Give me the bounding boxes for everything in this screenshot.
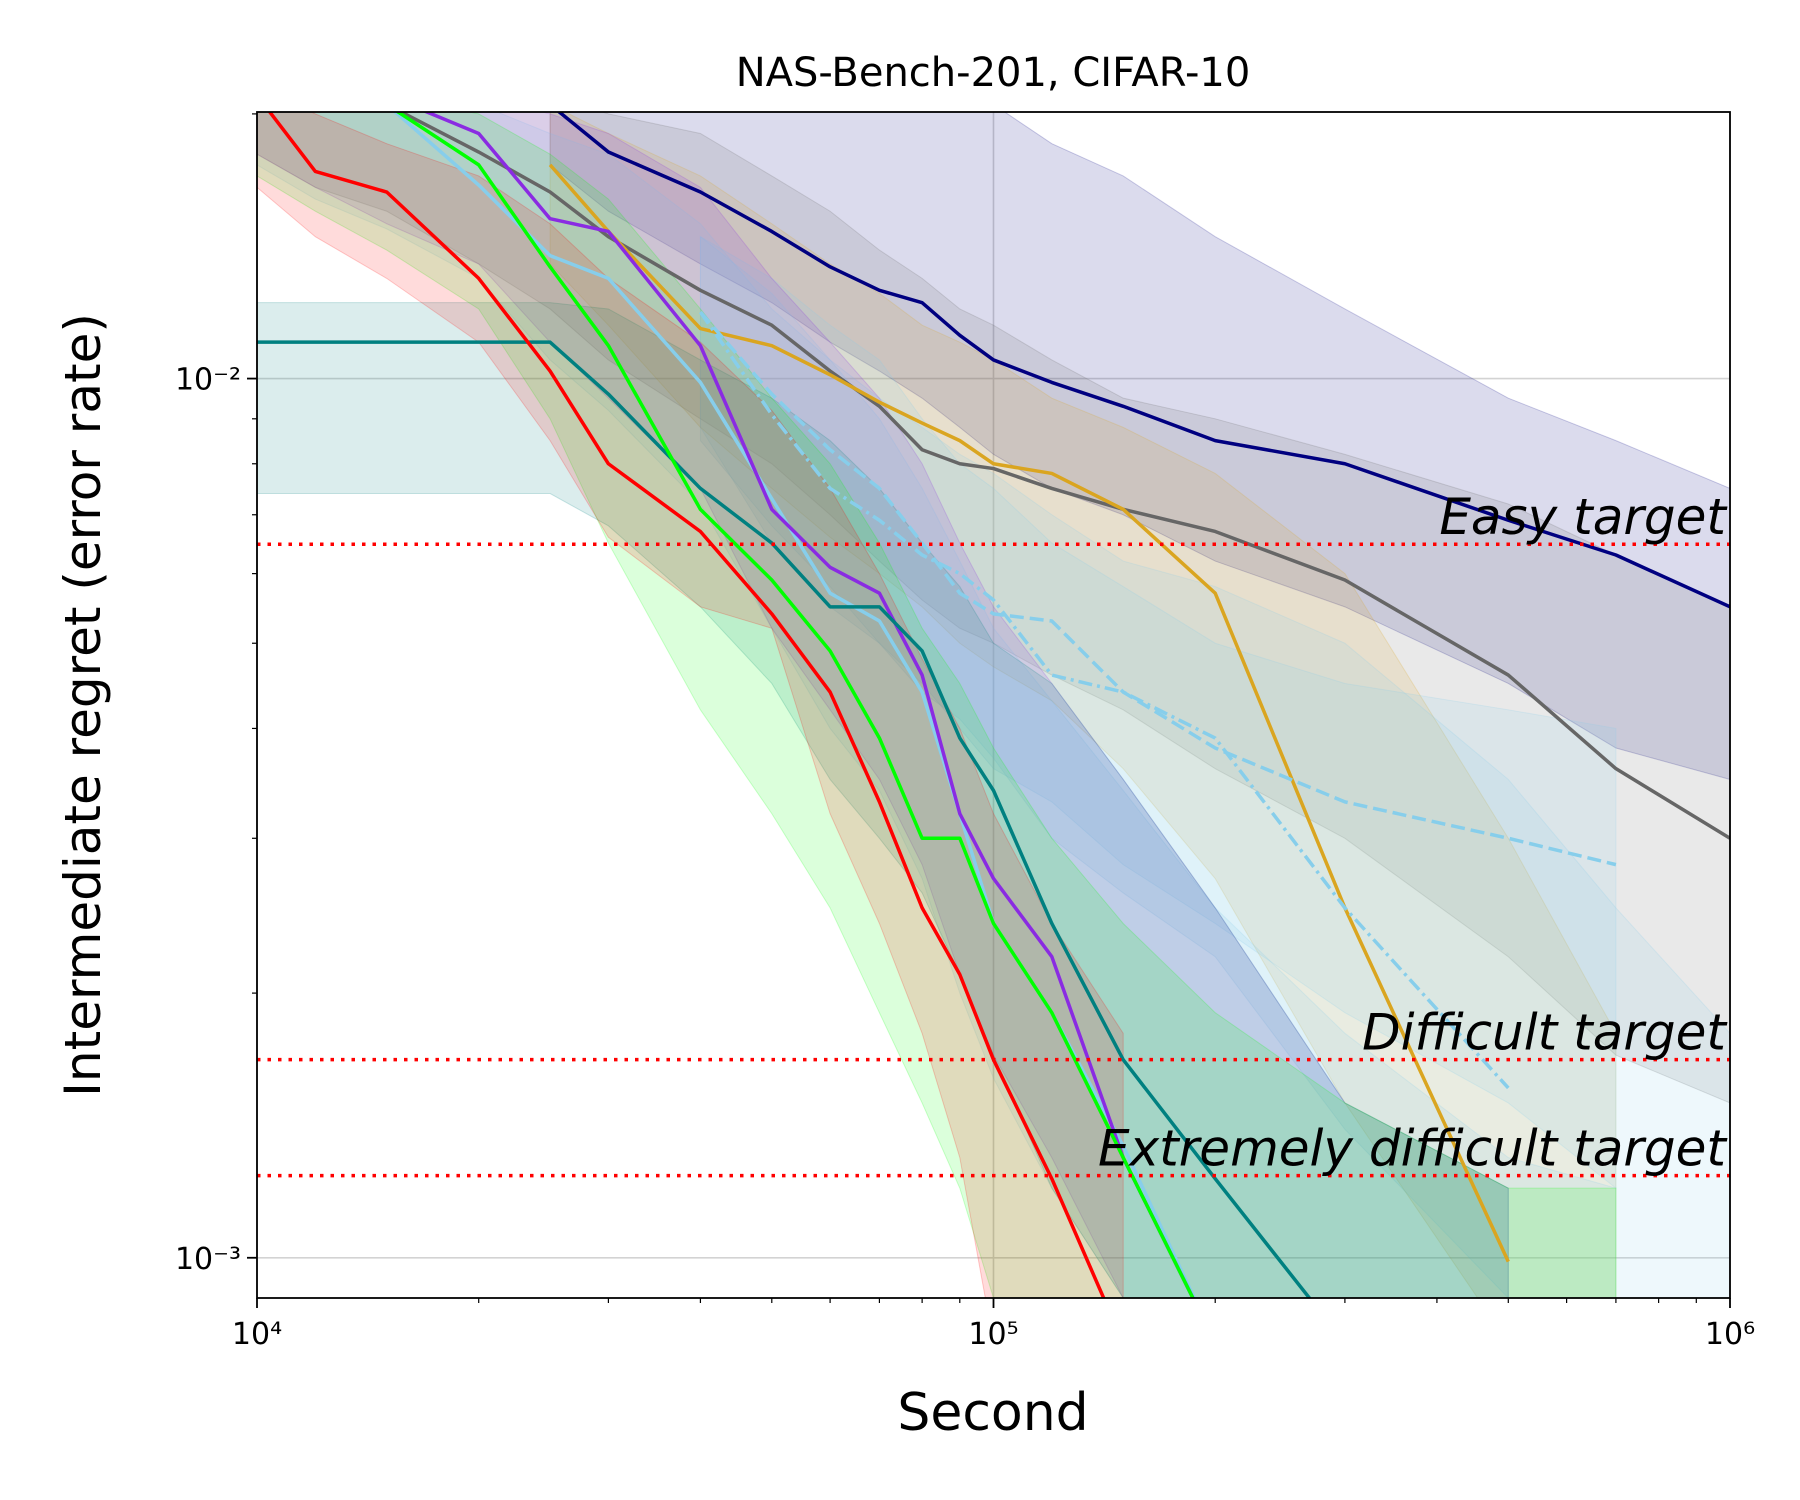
target-label: Difficult target: [1362, 1004, 1728, 1062]
confidence-band: [257, 112, 1509, 1298]
y-axis-label: Intermediate regret (error rate): [54, 313, 112, 1097]
x-tick-label: 10⁵: [968, 1317, 1018, 1352]
series-line: [267, 112, 1106, 1298]
confidence-band: [257, 112, 1617, 1298]
confidence-band: [549, 112, 1617, 1298]
series-line: [422, 112, 1195, 1298]
confidence-band: [699, 235, 1730, 1298]
confidence-band: [257, 302, 1509, 1298]
series-line: [257, 340, 1312, 1298]
series-line: [397, 112, 1730, 840]
target-label: Extremely difficult target: [1098, 1120, 1728, 1178]
target-label: Easy target: [1439, 488, 1728, 546]
series-line: [394, 112, 1195, 1298]
x-tick-label: 10⁴: [232, 1317, 282, 1352]
y-tick-label: 10⁻³: [175, 1242, 241, 1277]
chart-title: NAS-Bench-201, CIFAR-10: [736, 50, 1251, 96]
series-line: [699, 311, 1617, 867]
plot-area: [257, 112, 1730, 1298]
confidence-band: [257, 112, 1617, 1298]
confidence-band: [257, 112, 1730, 1104]
series-line: [548, 163, 1510, 1263]
series-line: [556, 112, 1730, 609]
confidence-band: [549, 112, 1730, 780]
x-tick-label: 10⁶: [1705, 1317, 1755, 1352]
x-axis-label: Second: [897, 1383, 1088, 1443]
y-tick-label: 10⁻²: [175, 363, 241, 398]
